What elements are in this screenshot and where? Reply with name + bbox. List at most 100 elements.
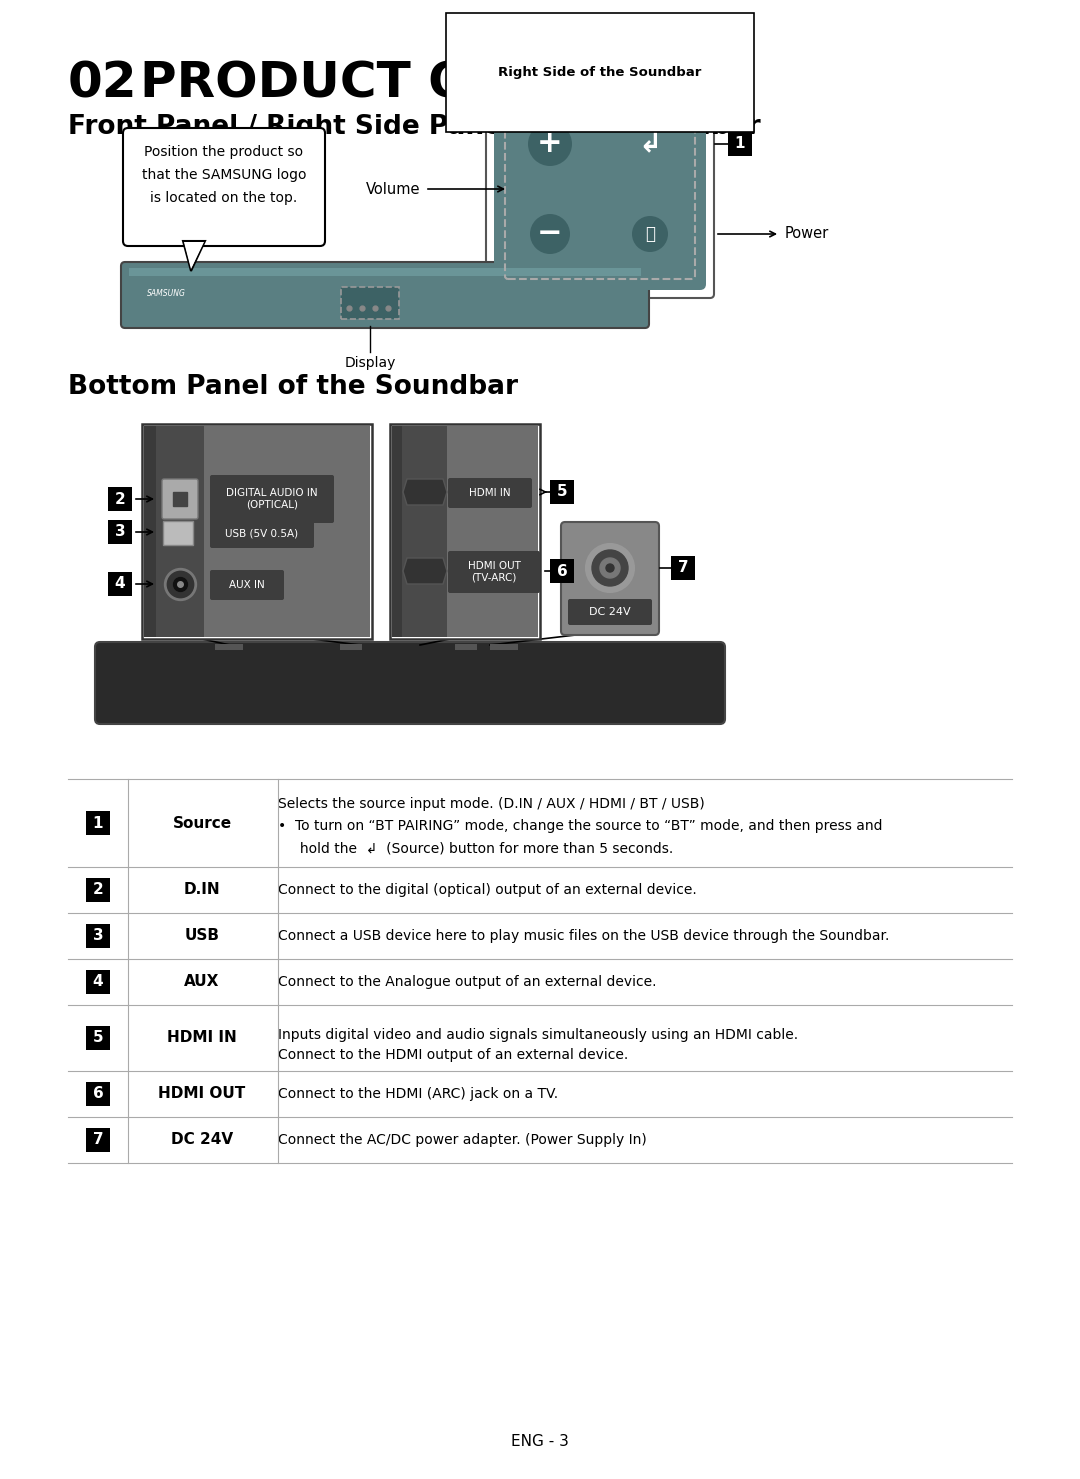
Circle shape — [592, 550, 627, 586]
Polygon shape — [403, 558, 447, 584]
FancyBboxPatch shape — [550, 481, 573, 504]
Circle shape — [606, 563, 615, 572]
Text: USB: USB — [185, 929, 219, 944]
Text: 3: 3 — [93, 929, 104, 944]
Text: HDMI OUT: HDMI OUT — [159, 1087, 245, 1102]
Text: SAMSUNG: SAMSUNG — [147, 288, 186, 297]
Text: Front Panel / Right Side Panel of the Soundbar: Front Panel / Right Side Panel of the So… — [68, 114, 760, 141]
FancyBboxPatch shape — [210, 518, 314, 549]
Circle shape — [600, 558, 620, 578]
Text: Connect to the HDMI (ARC) jack on a TV.: Connect to the HDMI (ARC) jack on a TV. — [278, 1087, 558, 1100]
Text: 7: 7 — [677, 561, 688, 575]
FancyBboxPatch shape — [490, 643, 518, 649]
FancyBboxPatch shape — [86, 924, 110, 948]
FancyBboxPatch shape — [455, 643, 477, 649]
Text: Position the product so
that the SAMSUNG logo
is located on the top.: Position the product so that the SAMSUNG… — [141, 145, 307, 204]
Text: DC 24V: DC 24V — [590, 606, 631, 617]
FancyBboxPatch shape — [86, 810, 110, 836]
Circle shape — [632, 216, 669, 251]
Text: 4: 4 — [93, 975, 104, 989]
Circle shape — [530, 214, 570, 254]
Text: Connect to the HDMI output of an external device.: Connect to the HDMI output of an externa… — [278, 1049, 629, 1062]
Polygon shape — [183, 241, 205, 271]
FancyBboxPatch shape — [121, 262, 649, 328]
FancyBboxPatch shape — [144, 426, 370, 637]
FancyBboxPatch shape — [494, 87, 706, 290]
FancyBboxPatch shape — [86, 1083, 110, 1106]
Text: 5: 5 — [93, 1031, 104, 1046]
FancyBboxPatch shape — [561, 522, 659, 634]
Text: D.IN: D.IN — [184, 883, 220, 898]
Text: AUX: AUX — [185, 975, 219, 989]
Text: AUX IN: AUX IN — [229, 580, 265, 590]
FancyBboxPatch shape — [448, 552, 540, 593]
Text: 2: 2 — [114, 491, 125, 506]
Text: 4: 4 — [114, 577, 125, 592]
FancyBboxPatch shape — [671, 556, 696, 580]
Text: 3: 3 — [114, 525, 125, 540]
FancyBboxPatch shape — [486, 80, 714, 297]
Text: Connect to the digital (optical) output of an external device.: Connect to the digital (optical) output … — [278, 883, 697, 896]
Polygon shape — [184, 243, 204, 269]
Text: 6: 6 — [93, 1087, 104, 1102]
FancyBboxPatch shape — [108, 521, 132, 544]
Text: 02: 02 — [68, 59, 137, 106]
Text: Power: Power — [785, 226, 829, 241]
Text: •  To turn on “BT PAIRING” mode, change the source to “BT” mode, and then press : • To turn on “BT PAIRING” mode, change t… — [278, 819, 882, 833]
FancyBboxPatch shape — [123, 129, 325, 246]
FancyBboxPatch shape — [341, 287, 399, 319]
Text: HDMI IN: HDMI IN — [469, 488, 511, 498]
FancyBboxPatch shape — [568, 599, 652, 626]
FancyBboxPatch shape — [340, 643, 362, 649]
FancyBboxPatch shape — [390, 424, 540, 639]
Text: DC 24V: DC 24V — [171, 1133, 233, 1148]
Text: ENG - 3: ENG - 3 — [511, 1433, 569, 1448]
Text: 1: 1 — [93, 815, 104, 831]
Text: +: + — [537, 130, 563, 158]
Text: ↲: ↲ — [638, 130, 662, 158]
Text: Connect to the Analogue output of an external device.: Connect to the Analogue output of an ext… — [278, 975, 657, 989]
FancyBboxPatch shape — [108, 487, 132, 512]
FancyBboxPatch shape — [95, 642, 725, 725]
Text: DIGITAL AUDIO IN
(OPTICAL): DIGITAL AUDIO IN (OPTICAL) — [226, 488, 318, 510]
Text: 6: 6 — [556, 563, 567, 578]
FancyBboxPatch shape — [144, 426, 204, 637]
Text: Right Side of the Soundbar: Right Side of the Soundbar — [498, 67, 702, 78]
Text: Inputs digital video and audio signals simultaneously using an HDMI cable.: Inputs digital video and audio signals s… — [278, 1028, 798, 1043]
FancyBboxPatch shape — [141, 424, 372, 639]
Text: −: − — [537, 219, 563, 248]
FancyBboxPatch shape — [86, 1128, 110, 1152]
Text: Selects the source input mode. (D.IN / AUX / HDMI / BT / USB): Selects the source input mode. (D.IN / A… — [278, 797, 705, 810]
Text: Volume: Volume — [365, 182, 420, 197]
Text: Connect a USB device here to play music files on the USB device through the Soun: Connect a USB device here to play music … — [278, 929, 889, 944]
FancyBboxPatch shape — [86, 970, 110, 994]
Text: Connect the AC/DC power adapter. (Power Supply In): Connect the AC/DC power adapter. (Power … — [278, 1133, 647, 1148]
FancyBboxPatch shape — [392, 426, 538, 637]
FancyBboxPatch shape — [448, 478, 532, 507]
Text: ⏻: ⏻ — [645, 225, 654, 243]
Text: 1: 1 — [734, 136, 745, 151]
FancyBboxPatch shape — [392, 426, 447, 637]
FancyBboxPatch shape — [144, 426, 156, 637]
Text: 5: 5 — [556, 485, 567, 500]
FancyBboxPatch shape — [86, 1026, 110, 1050]
FancyBboxPatch shape — [163, 521, 193, 544]
Text: 2: 2 — [93, 883, 104, 898]
FancyBboxPatch shape — [162, 479, 198, 519]
FancyBboxPatch shape — [728, 132, 752, 155]
Text: HDMI IN: HDMI IN — [167, 1031, 237, 1046]
FancyBboxPatch shape — [129, 268, 642, 277]
Circle shape — [586, 544, 634, 592]
FancyBboxPatch shape — [215, 643, 243, 649]
FancyBboxPatch shape — [550, 559, 573, 583]
Text: PRODUCT OVERVIEW: PRODUCT OVERVIEW — [140, 59, 727, 106]
Text: Bottom Panel of the Soundbar: Bottom Panel of the Soundbar — [68, 374, 518, 399]
Polygon shape — [403, 479, 447, 504]
FancyBboxPatch shape — [86, 879, 110, 902]
FancyBboxPatch shape — [210, 569, 284, 600]
Text: hold the  ↲  (Source) button for more than 5 seconds.: hold the ↲ (Source) button for more than… — [278, 842, 673, 855]
Circle shape — [528, 121, 572, 166]
Text: USB (5V 0.5A): USB (5V 0.5A) — [226, 528, 298, 538]
Text: HDMI OUT
(TV-ARC): HDMI OUT (TV-ARC) — [468, 561, 521, 583]
Text: Display: Display — [345, 356, 395, 370]
